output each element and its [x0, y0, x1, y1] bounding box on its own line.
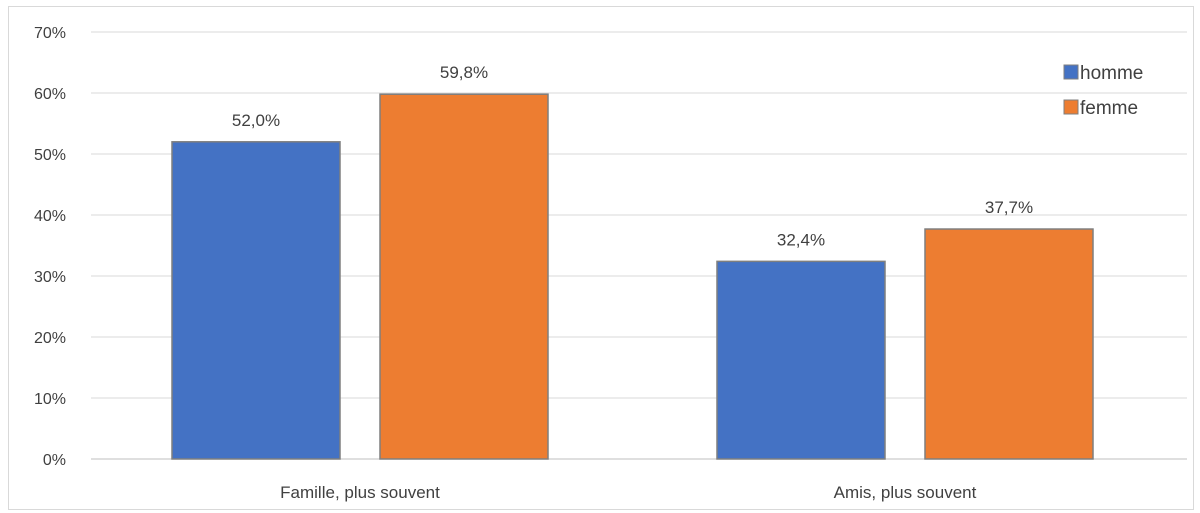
bar-femme-2: [924, 228, 1094, 460]
y-tick-label: 60%: [34, 86, 66, 103]
legend-swatch-homme: [1063, 64, 1079, 80]
category-label: Amis, plus souvent: [834, 483, 977, 502]
bar-homme-1: [171, 141, 341, 460]
category-label: Famille, plus souvent: [280, 483, 440, 502]
bar-femme-1: [379, 93, 549, 460]
y-tick-label: 50%: [34, 147, 66, 164]
bar-homme-2: [716, 260, 886, 460]
bar-chart: 0% 10% 20% 30% 40% 50% 60% 70% 52,0% 59,8% 32,4% 3…: [34, 25, 1187, 502]
legend: homme femme: [1063, 63, 1143, 119]
data-labels: 52,0% 59,8% 32,4% 37,7%: [232, 63, 1033, 249]
y-axis-ticks: 0% 10% 20% 30% 40% 50% 60% 70%: [34, 25, 66, 469]
y-tick-label: 30%: [34, 269, 66, 286]
data-label: 32,4%: [777, 230, 825, 249]
legend-label-homme: homme: [1080, 63, 1143, 84]
y-tick-label: 0%: [43, 452, 66, 469]
y-tick-label: 20%: [34, 330, 66, 347]
y-tick-label: 10%: [34, 391, 66, 408]
data-label: 59,8%: [440, 63, 488, 82]
x-axis-categories: Famille, plus souvent Amis, plus souvent: [280, 483, 976, 502]
legend-label-femme: femme: [1080, 98, 1138, 119]
data-label: 52,0%: [232, 111, 280, 130]
y-tick-label: 40%: [34, 208, 66, 225]
bars: [171, 93, 1094, 460]
y-tick-label: 70%: [34, 25, 66, 42]
chart-frame: 0% 10% 20% 30% 40% 50% 60% 70% 52,0% 59,8% 32,4% 3…: [8, 6, 1194, 510]
legend-swatch-femme: [1063, 99, 1079, 115]
data-label: 37,7%: [985, 198, 1033, 217]
